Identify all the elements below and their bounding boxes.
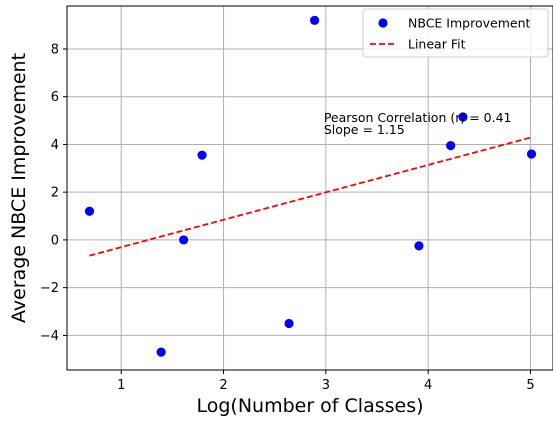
linear-fit-line (89, 136, 532, 257)
legend-label-points: NBCE Improvement (408, 16, 530, 31)
data-point (179, 235, 189, 245)
grid (67, 6, 553, 370)
plot-frame (66, 5, 553, 371)
x-tick-label: 1 (117, 378, 125, 393)
data-point (84, 206, 95, 216)
annotation-text: Slope = 1.15 (324, 122, 405, 137)
data-point (197, 150, 207, 160)
legend-box (362, 8, 549, 58)
x-tick-label: 3 (322, 378, 330, 393)
data-point (526, 149, 537, 159)
x-axis-label: Log(Number of Classes) (196, 395, 423, 417)
data-points (84, 15, 537, 357)
data-point (458, 112, 468, 122)
legend-marker-points (378, 18, 388, 28)
y-tick-label: −2 (40, 281, 59, 296)
y-axis-label: Average NBCE Improvement (8, 53, 30, 323)
data-point (156, 347, 166, 357)
x-tick-label: 5 (526, 378, 534, 393)
y-tick-label: 8 (51, 42, 59, 57)
linear-fit-layer (89, 136, 532, 257)
legend-label-fit: Linear Fit (408, 37, 466, 52)
data-point (446, 141, 456, 151)
data-point (310, 15, 320, 25)
x-tick-label: 4 (424, 378, 432, 393)
legend: NBCE Improvement Linear Fit (362, 8, 549, 58)
x-tick-label: 2 (219, 378, 227, 393)
y-tick-label: −4 (40, 329, 59, 344)
data-point (414, 241, 424, 251)
annotation-text: Pearson Correlation (r) = 0.41 (324, 110, 512, 125)
data-point (284, 318, 294, 329)
y-tick-label: 6 (51, 90, 59, 105)
y-tick-label: 0 (51, 233, 59, 248)
y-tick-label: 2 (51, 186, 59, 201)
axis-ticks: 1 2 3 4 5 −4 −2 0 2 4 6 8 (40, 42, 535, 393)
y-tick-label: 4 (51, 138, 59, 153)
